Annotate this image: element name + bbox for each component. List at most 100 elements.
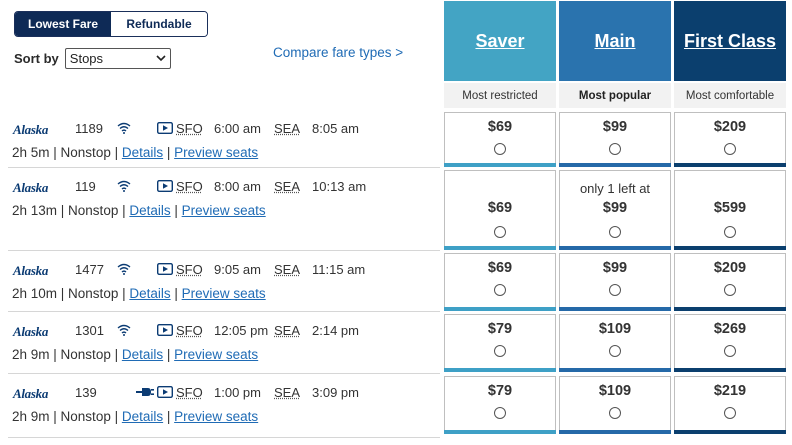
destination-airport: SEA — [274, 323, 301, 338]
sort-value: Stops — [69, 51, 104, 66]
fare-radio-button[interactable] — [724, 143, 736, 155]
separator: | — [170, 286, 182, 301]
fare-radio-button[interactable] — [609, 345, 621, 357]
fare-radio-button[interactable] — [609, 143, 621, 155]
airline-logo: Alaska — [13, 324, 49, 339]
fare-color-bar — [444, 430, 556, 434]
main-fare-cell[interactable]: only 1 left at $99 — [559, 170, 671, 250]
preview-seats-link[interactable]: Preview seats — [174, 409, 259, 424]
fare-price: $219 — [713, 383, 747, 399]
main-fare-cell[interactable]: $99 — [559, 112, 671, 167]
flight-details-line: 2h 13m | Nonstop | Details | Preview sea… — [12, 203, 266, 218]
fare-price: $109 — [598, 383, 632, 399]
preview-seats-link[interactable]: Preview seats — [174, 347, 259, 362]
fare-radio-button[interactable] — [494, 407, 506, 419]
stops: Nonstop — [60, 145, 111, 160]
origin-airport: SFO — [176, 385, 203, 400]
separator: | — [49, 347, 61, 362]
refundable-toggle[interactable]: Refundable — [111, 12, 207, 36]
separator: | — [49, 145, 61, 160]
fare-radio-button[interactable] — [494, 143, 506, 155]
lowest-fare-toggle[interactable]: Lowest Fare — [15, 12, 111, 36]
first-class-header[interactable]: First Class — [674, 1, 786, 81]
saver-fare-cell[interactable]: $79 — [444, 376, 556, 434]
flight-number: 1189 — [75, 121, 103, 136]
first-class-header-label[interactable]: First Class — [683, 30, 777, 51]
main-fare-cell[interactable]: $109 — [559, 314, 671, 372]
availability-note: only 1 left at — [579, 181, 651, 196]
details-link[interactable]: Details — [121, 347, 164, 362]
fare-color-bar — [559, 368, 671, 372]
arrival-time: 2:14 pm — [312, 323, 359, 338]
fare-radio-button[interactable] — [724, 407, 736, 419]
fare-color-bar — [444, 307, 556, 311]
first-class-fare-cell[interactable]: $209 — [674, 253, 786, 311]
saver-fare-cell[interactable]: $69 — [444, 112, 556, 167]
fare-toggle: Lowest Fare Refundable — [14, 11, 208, 37]
compare-fare-types-link[interactable]: Compare fare types > — [273, 45, 404, 60]
fare-radio-button[interactable] — [724, 226, 736, 238]
saver-fare-cell[interactable]: $79 — [444, 314, 556, 372]
fare-color-bar — [674, 368, 786, 372]
preview-seats-link[interactable]: Preview seats — [174, 145, 259, 160]
departure-time: 6:00 am — [214, 121, 261, 136]
fare-color-bar — [559, 163, 671, 167]
main-fare-cell[interactable]: $109 — [559, 376, 671, 434]
duration: 2h 10m — [12, 286, 58, 301]
saver-header[interactable]: Saver — [444, 1, 556, 81]
details-link[interactable]: Details — [129, 286, 171, 301]
separator: | — [163, 347, 175, 362]
main-fare-cell[interactable]: $99 — [559, 253, 671, 311]
fare-price: $79 — [487, 321, 513, 337]
fare-radio-button[interactable] — [494, 345, 506, 357]
row-divider — [8, 311, 440, 312]
first-class-subtitle: Most comfortable — [674, 83, 786, 108]
power-outlet-icon — [136, 388, 154, 396]
fare-price: $109 — [598, 321, 632, 337]
destination-airport: SEA — [274, 179, 301, 194]
wifi-icon — [117, 180, 131, 192]
sort-control: Sort by Stops — [14, 48, 171, 69]
details-link[interactable]: Details — [121, 409, 164, 424]
entertainment-icon — [157, 324, 173, 336]
saver-fare-cell[interactable]: $69 — [444, 253, 556, 311]
first-class-fare-cell[interactable]: $599 — [674, 170, 786, 250]
fare-price: $69 — [487, 200, 513, 216]
fare-radio-button[interactable] — [494, 226, 506, 238]
saver-header-label[interactable]: Saver — [475, 30, 525, 51]
first-class-fare-cell[interactable]: $219 — [674, 376, 786, 434]
fare-radio-button[interactable] — [609, 226, 621, 238]
saver-fare-cell[interactable]: $69 — [444, 170, 556, 250]
fare-radio-button[interactable] — [494, 284, 506, 296]
fare-radio-button[interactable] — [609, 284, 621, 296]
fare-color-bar — [559, 246, 671, 250]
first-class-fare-cell[interactable]: $209 — [674, 112, 786, 167]
separator: | — [163, 145, 175, 160]
preview-seats-link[interactable]: Preview seats — [181, 286, 266, 301]
fare-price: $99 — [602, 119, 628, 135]
sort-select[interactable]: Stops — [64, 48, 171, 69]
fare-price: $69 — [487, 119, 513, 135]
destination-airport: SEA — [274, 121, 301, 136]
main-header[interactable]: Main — [559, 1, 671, 81]
fare-radio-button[interactable] — [724, 284, 736, 296]
details-link[interactable]: Details — [121, 145, 164, 160]
fare-price: $69 — [487, 260, 513, 276]
stops: Nonstop — [68, 286, 119, 301]
entertainment-icon — [157, 122, 173, 134]
main-header-label[interactable]: Main — [594, 30, 636, 51]
sort-label: Sort by — [14, 51, 59, 66]
fare-price: $99 — [602, 260, 628, 276]
airline-logo: Alaska — [13, 263, 49, 278]
fare-radio-button[interactable] — [724, 345, 736, 357]
preview-seats-link[interactable]: Preview seats — [181, 203, 266, 218]
airline-logo: Alaska — [13, 180, 49, 195]
separator: | — [118, 286, 130, 301]
arrival-time: 11:15 am — [312, 262, 366, 277]
first-class-fare-cell[interactable]: $269 — [674, 314, 786, 372]
destination-airport: SEA — [274, 262, 301, 277]
fare-radio-button[interactable] — [609, 407, 621, 419]
details-link[interactable]: Details — [129, 203, 171, 218]
duration: 2h 5m — [12, 145, 50, 160]
separator: | — [118, 203, 130, 218]
